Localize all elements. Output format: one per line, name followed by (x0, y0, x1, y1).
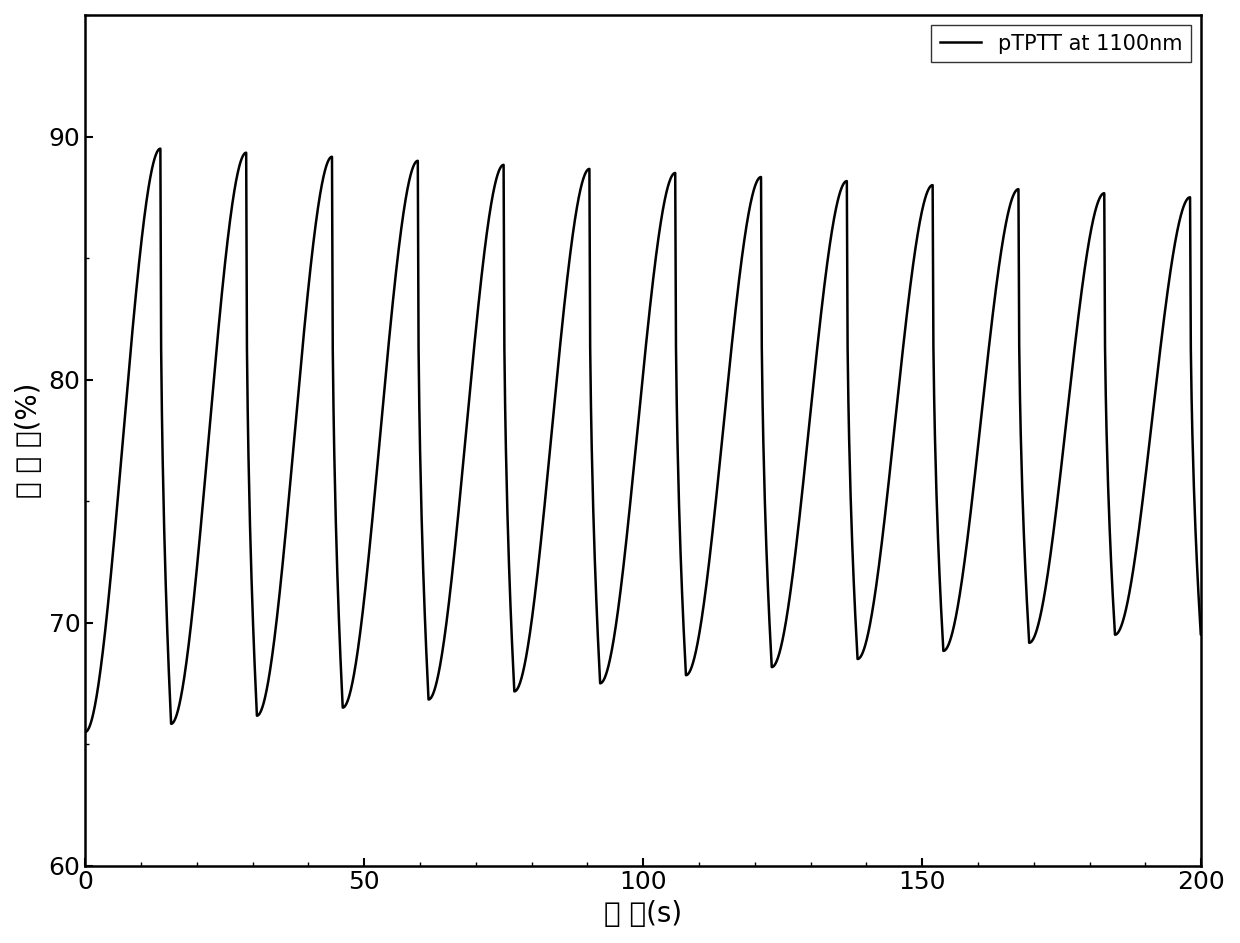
Legend: pTPTT at 1100nm: pTPTT at 1100nm (931, 25, 1190, 62)
Y-axis label: 透 射 率(%): 透 射 率(%) (15, 383, 43, 498)
X-axis label: 时 间(s): 时 间(s) (604, 900, 682, 928)
